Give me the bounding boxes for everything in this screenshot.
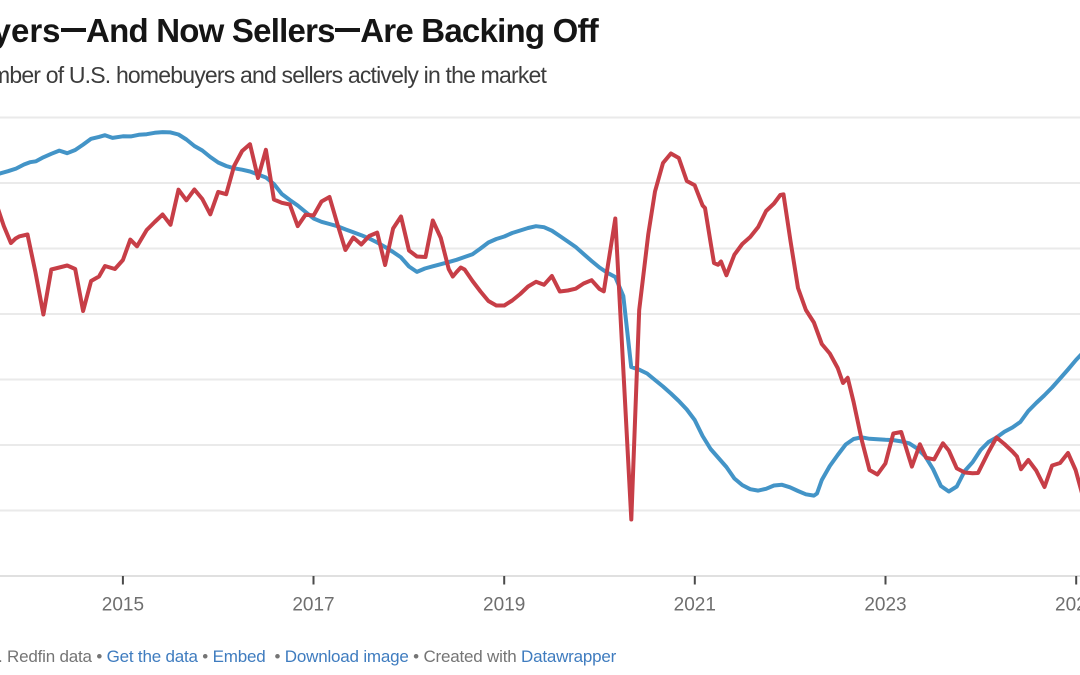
svg-text:2017: 2017 (292, 595, 334, 616)
svg-text:2023: 2023 (864, 595, 906, 616)
svg-text:2025: 2025 (1055, 595, 1080, 616)
svg-text:2019: 2019 (483, 595, 525, 616)
svg-text:2021: 2021 (674, 595, 716, 616)
svg-text:2015: 2015 (102, 595, 144, 616)
